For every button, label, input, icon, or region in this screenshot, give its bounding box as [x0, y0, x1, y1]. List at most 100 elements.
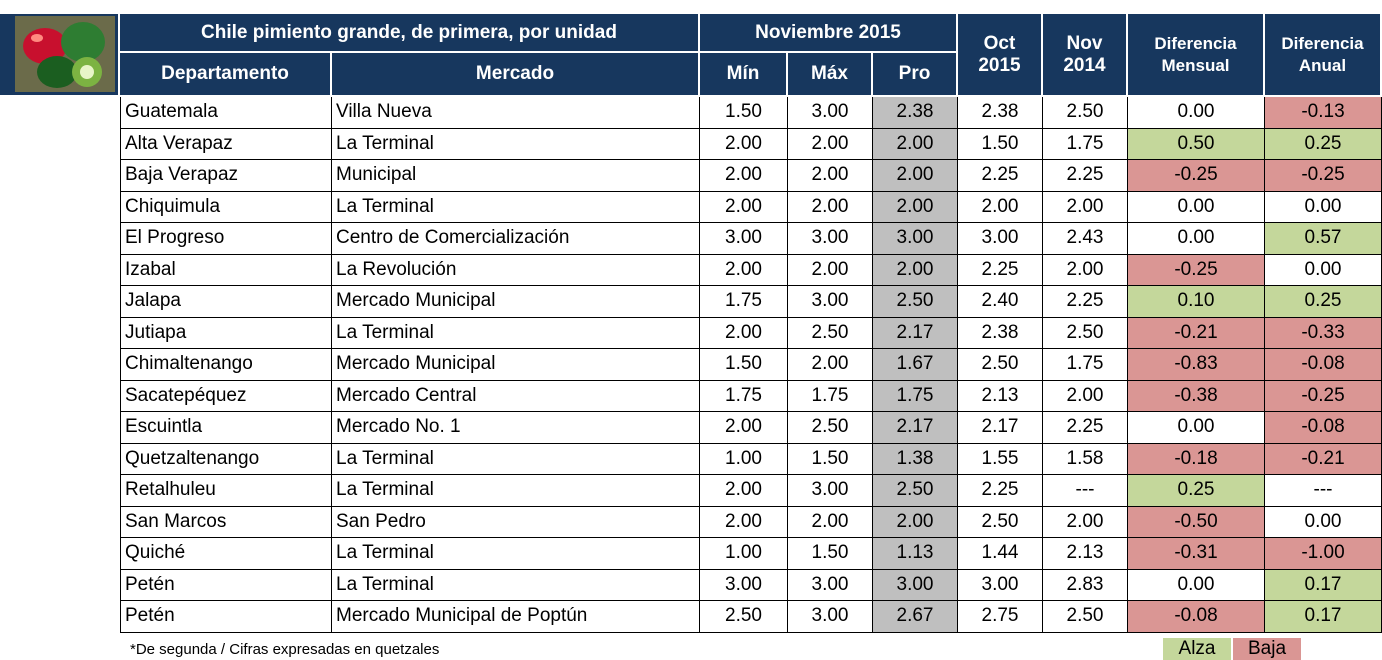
- column-header: Departamento: [120, 53, 332, 95]
- text-cell: La Terminal: [332, 317, 700, 349]
- number-cell: 0.00: [1265, 254, 1382, 286]
- text-cell: Jutiapa: [120, 317, 332, 349]
- text-cell: Mercado Municipal: [332, 286, 700, 318]
- number-cell: 1.75: [700, 380, 788, 412]
- number-cell: 2.00: [873, 128, 958, 160]
- header-line: Oct: [983, 32, 1016, 54]
- number-cell: 3.00: [788, 601, 873, 633]
- number-cell: -0.18: [1128, 443, 1265, 475]
- number-cell: -0.08: [1128, 601, 1265, 633]
- header-line: 2015: [978, 54, 1021, 76]
- number-cell: 2.50: [788, 317, 873, 349]
- number-cell: 2.00: [1043, 380, 1128, 412]
- number-cell: 2.00: [788, 254, 873, 286]
- number-cell: 3.00: [700, 569, 788, 601]
- text-cell: Mercado Municipal de Poptún: [332, 601, 700, 633]
- text-cell: La Terminal: [332, 538, 700, 570]
- number-cell: 1.67: [873, 349, 958, 381]
- number-cell: 3.00: [958, 569, 1043, 601]
- number-cell: 2.75: [958, 601, 1043, 633]
- column-header: Pro: [873, 53, 958, 95]
- text-cell: Escuintla: [120, 412, 332, 444]
- text-cell: Chiquimula: [120, 191, 332, 223]
- text-cell: Mercado Central: [332, 380, 700, 412]
- number-cell: 2.25: [958, 160, 1043, 192]
- number-cell: 2.13: [1043, 538, 1128, 570]
- number-cell: 0.17: [1265, 601, 1382, 633]
- text-cell: La Terminal: [332, 128, 700, 160]
- number-cell: 2.00: [788, 349, 873, 381]
- number-cell: 1.55: [958, 443, 1043, 475]
- number-cell: 0.00: [1128, 569, 1265, 601]
- number-cell: 2.50: [873, 286, 958, 318]
- number-cell: 2.00: [700, 160, 788, 192]
- number-cell: 2.38: [958, 317, 1043, 349]
- number-cell: 0.17: [1265, 569, 1382, 601]
- number-cell: 2.67: [873, 601, 958, 633]
- header-line: Anual: [1298, 55, 1347, 75]
- text-cell: La Terminal: [332, 191, 700, 223]
- text-cell: San Marcos: [120, 506, 332, 538]
- column-header: Mín: [700, 53, 788, 95]
- number-cell: 1.44: [958, 538, 1043, 570]
- number-cell: 2.00: [700, 254, 788, 286]
- number-cell: -1.00: [1265, 538, 1382, 570]
- header-line: Mensual: [1161, 55, 1230, 75]
- number-cell: 3.00: [873, 223, 958, 255]
- text-cell: Villa Nueva: [332, 97, 700, 129]
- number-cell: 2.25: [1043, 412, 1128, 444]
- text-cell: El Progreso: [120, 223, 332, 255]
- number-cell: 3.00: [873, 569, 958, 601]
- number-cell: 0.00: [1265, 506, 1382, 538]
- number-cell: -0.33: [1265, 317, 1382, 349]
- number-cell: 2.25: [1043, 160, 1128, 192]
- number-cell: 2.43: [1043, 223, 1128, 255]
- number-cell: 2.50: [958, 506, 1043, 538]
- text-cell: Centro de Comercialización: [332, 223, 700, 255]
- number-cell: 1.00: [700, 538, 788, 570]
- text-cell: La Revolución: [332, 254, 700, 286]
- number-cell: 2.13: [958, 380, 1043, 412]
- number-cell: ---: [1265, 475, 1382, 507]
- header-line: 2014: [1063, 54, 1106, 76]
- number-cell: 2.00: [873, 506, 958, 538]
- number-cell: 2.00: [700, 191, 788, 223]
- number-cell: -0.50: [1128, 506, 1265, 538]
- number-cell: 1.00: [700, 443, 788, 475]
- number-cell: 2.40: [958, 286, 1043, 318]
- number-cell: 0.25: [1128, 475, 1265, 507]
- number-cell: 2.00: [873, 254, 958, 286]
- number-cell: 2.38: [958, 97, 1043, 129]
- number-cell: 0.00: [1265, 191, 1382, 223]
- text-cell: Petén: [120, 569, 332, 601]
- number-cell: -0.13: [1265, 97, 1382, 129]
- number-cell: 2.00: [873, 191, 958, 223]
- number-cell: 1.50: [788, 443, 873, 475]
- text-cell: Jalapa: [120, 286, 332, 318]
- number-cell: 1.13: [873, 538, 958, 570]
- number-cell: 0.10: [1128, 286, 1265, 318]
- number-cell: 3.00: [700, 223, 788, 255]
- legend-item: Alza: [1163, 638, 1231, 660]
- pepper-photo: [15, 16, 115, 92]
- number-cell: 2.00: [788, 506, 873, 538]
- number-cell: 2.25: [958, 475, 1043, 507]
- number-cell: 1.75: [1043, 349, 1128, 381]
- header-line: Diferencia: [1281, 33, 1364, 53]
- number-cell: 2.00: [1043, 506, 1128, 538]
- header-line: Diferencia: [1154, 33, 1237, 53]
- text-cell: Municipal: [332, 160, 700, 192]
- number-cell: -0.08: [1265, 412, 1382, 444]
- number-cell: 3.00: [788, 286, 873, 318]
- number-cell: 2.17: [873, 317, 958, 349]
- number-cell: 0.50: [1128, 128, 1265, 160]
- number-cell: 2.38: [873, 97, 958, 129]
- text-cell: Alta Verapaz: [120, 128, 332, 160]
- footnote: *De segunda / Cifras expresadas en quetz…: [130, 641, 440, 658]
- number-cell: 2.00: [700, 128, 788, 160]
- number-cell: -0.25: [1128, 254, 1265, 286]
- text-cell: Petén: [120, 601, 332, 633]
- legend-item: Baja: [1233, 638, 1301, 660]
- period-header: Noviembre 2015: [700, 14, 958, 53]
- text-cell: Izabal: [120, 254, 332, 286]
